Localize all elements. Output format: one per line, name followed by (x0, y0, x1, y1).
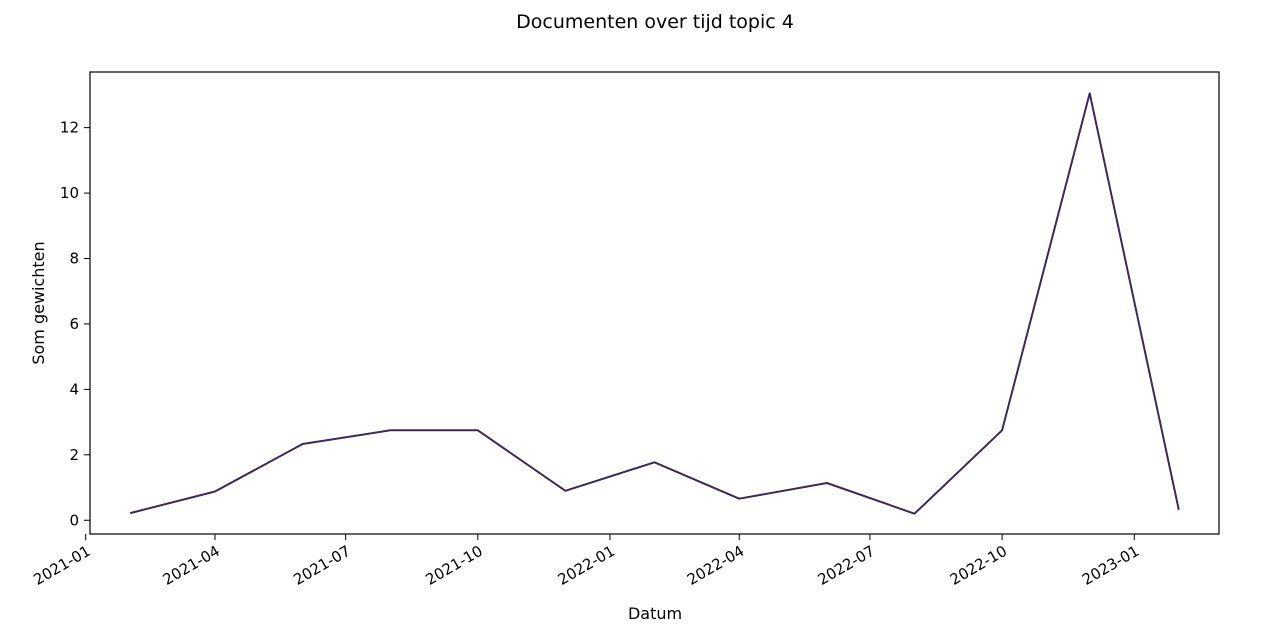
x-tick-label: 2022-07 (815, 542, 878, 589)
x-tick-label: 2023-01 (1079, 542, 1142, 589)
x-tick-label: 2021-10 (423, 542, 486, 589)
y-tick-label: 4 (69, 380, 79, 398)
x-tick-label: 2022-04 (684, 542, 747, 589)
y-tick-label: 6 (69, 315, 79, 333)
x-tick-label: 2021-07 (290, 542, 353, 589)
x-tick-label: 2022-01 (555, 542, 618, 589)
x-tick-label: 2022-10 (947, 542, 1010, 589)
x-tick-label: 2021-01 (30, 542, 93, 589)
chart-title: Documenten over tijd topic 4 (516, 11, 794, 33)
y-tick-label: 8 (69, 250, 79, 268)
series-line (129, 92, 1180, 515)
y-tick-label: 2 (69, 446, 79, 464)
x-axis-label: Datum (628, 604, 682, 623)
y-tick-label: 12 (60, 119, 79, 137)
y-tick-label: 0 (69, 511, 79, 529)
y-tick-label: 10 (60, 184, 79, 202)
plot-area: 0 2 4 6 8 10 12 2021-01 2021-04 2021-07 2021-10 202… (30, 71, 1220, 589)
y-axis-label: Som gewichten (29, 241, 48, 364)
x-tick-label: 2021-04 (160, 542, 223, 589)
plot-frame (89, 71, 1220, 535)
